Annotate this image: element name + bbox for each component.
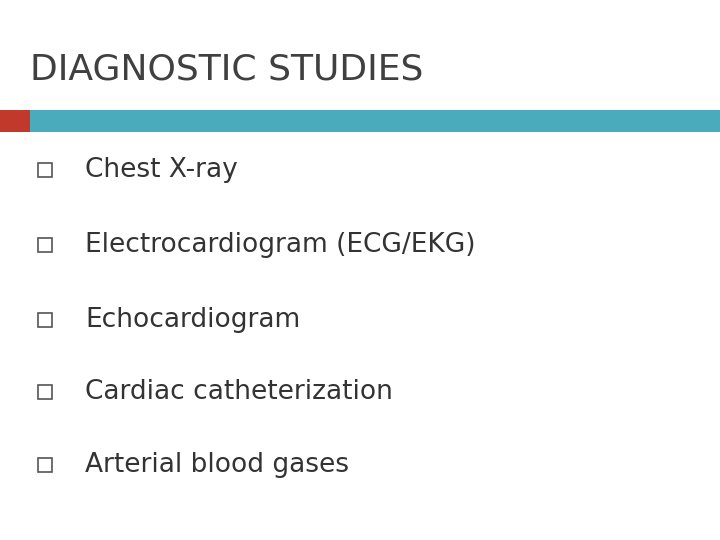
Text: DIAGNOSTIC STUDIES: DIAGNOSTIC STUDIES [30, 53, 423, 87]
Bar [38, 313, 52, 327]
Bar [30, 110, 720, 132]
Bar [38, 238, 52, 252]
Bar [38, 385, 52, 399]
Text: Chest X-ray: Chest X-ray [85, 157, 238, 183]
Bar [38, 458, 52, 472]
Bar [38, 163, 52, 177]
Text: Cardiac catheterization: Cardiac catheterization [85, 379, 393, 405]
Bar [0, 110, 30, 132]
Text: Arterial blood gases: Arterial blood gases [85, 452, 349, 478]
Text: Echocardiogram: Echocardiogram [85, 307, 300, 333]
Text: Electrocardiogram (ECG/EKG): Electrocardiogram (ECG/EKG) [85, 232, 475, 258]
